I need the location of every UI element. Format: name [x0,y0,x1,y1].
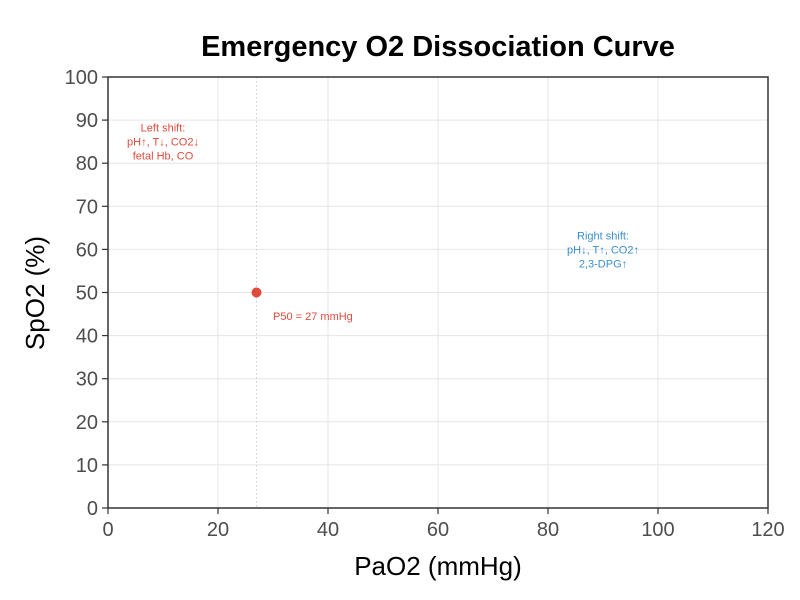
annotation-text: P50 = 27 mmHg [273,311,353,323]
annotation-line: Right shift: [577,230,629,242]
x-tick-label: 0 [102,519,113,541]
y-tick-label: 0 [87,498,98,520]
x-tick-label: 120 [751,519,784,541]
annotation-line: fetal Hb, CO [133,151,194,163]
y-tick-label: 50 [76,283,98,305]
x-tick-label: 20 [207,519,229,541]
plot-area: 0 20 40 60 80 100 120 0 10 20 30 40 50 60 70 80 90 100 Lef… [65,67,785,541]
annotation-text: Right shift: pH↓, T↑, CO2↑ 2,3-DPG↑ [567,230,639,270]
p50-data-point [251,287,262,298]
chart-title: Emergency O2 Dissociation Curve [201,31,675,63]
annotation-line: P50 = 27 mmHg [273,311,353,323]
annotation-line: pH↓, T↑, CO2↑ [567,244,639,256]
y-tick-label: 10 [76,455,98,477]
y-tick-label: 70 [76,196,98,218]
x-tick-label: 60 [427,519,449,541]
y-tick-label: 20 [76,412,98,434]
y-tick-label: 60 [76,239,98,261]
x-axis-label: PaO2 (mmHg) [354,551,522,581]
annotation-text: Left shift: pH↑, T↓, CO2↓ fetal Hb, CO [127,123,199,163]
y-axis-label: SpO2 (%) [20,236,50,350]
y-tick-label: 40 [76,326,98,348]
annotation-line: 2,3-DPG↑ [579,258,627,270]
annotation-line: pH↑, T↓, CO2↓ [127,137,199,149]
y-tick-label: 90 [76,110,98,132]
y-tick-label: 100 [65,67,98,89]
y-tick-label: 80 [76,153,98,175]
y-tick-label: 30 [76,369,98,391]
x-tick-label: 100 [641,519,674,541]
x-tick-label: 80 [537,519,559,541]
x-tick-label: 40 [317,519,339,541]
annotation-line: Left shift: [141,123,186,135]
